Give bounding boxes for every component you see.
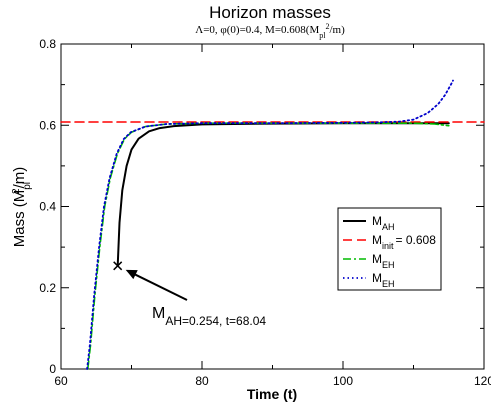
legend-label-0: MAH (372, 214, 395, 232)
annotation-cross-b (113, 261, 123, 271)
x-tick-label: 120 (474, 374, 491, 388)
ylabel-tail: /m) (11, 167, 28, 189)
y-axis-label: Mass (Mpl2/m) (11, 167, 33, 248)
x-axis-label: Time (t) (247, 386, 297, 402)
annotation: MAH=0.254, t=68.04 (113, 261, 266, 328)
tick-layer: 60 80 100 120 0 0.2 0.4 0.6 0.8 (39, 37, 491, 388)
ylabel-sub: pl (22, 182, 33, 190)
subtitle-tail: /m) (329, 24, 345, 36)
plot-area (60, 43, 485, 370)
x-tick-label: 80 (195, 374, 209, 388)
y-tick-label: 0 (49, 362, 56, 376)
x-tick-label: 60 (54, 374, 68, 388)
subtitle-sub: pl (319, 31, 326, 40)
annotation-arrowhead (125, 269, 138, 280)
series-line-3 (86, 79, 454, 370)
annotation-sub: AH=0.254, t=68.04 (165, 314, 266, 328)
series-layer (60, 79, 485, 370)
annotation-arrow (131, 271, 188, 301)
legend-label-2: MEH (372, 252, 395, 270)
y-tick-label: 0.2 (39, 281, 56, 295)
subtitle-main: Λ=0, φ(0)=0.4, M=0.608(M (195, 24, 319, 36)
ylabel-main: Mass (M (11, 190, 28, 248)
chart-subtitle: Λ=0, φ(0)=0.4, M=0.608(Mpl2/m) (195, 22, 345, 40)
annotation-label: MAH=0.254, t=68.04 (152, 305, 266, 328)
chart-title: Horizon masses (209, 3, 331, 22)
y-tick-label: 0.4 (39, 200, 56, 214)
ylabel-sup: 2 (11, 188, 22, 194)
annotation-main: M (152, 305, 165, 322)
x-tick-label: 100 (333, 374, 353, 388)
y-tick-label: 0.8 (39, 37, 56, 51)
y-tick-label: 0.6 (39, 118, 56, 132)
subtitle-sup: 2 (325, 22, 329, 31)
annotation-marker (113, 261, 123, 271)
legend-label-1: Minit = 0.608 (372, 233, 436, 251)
legend-label-3: MEH (372, 271, 395, 289)
